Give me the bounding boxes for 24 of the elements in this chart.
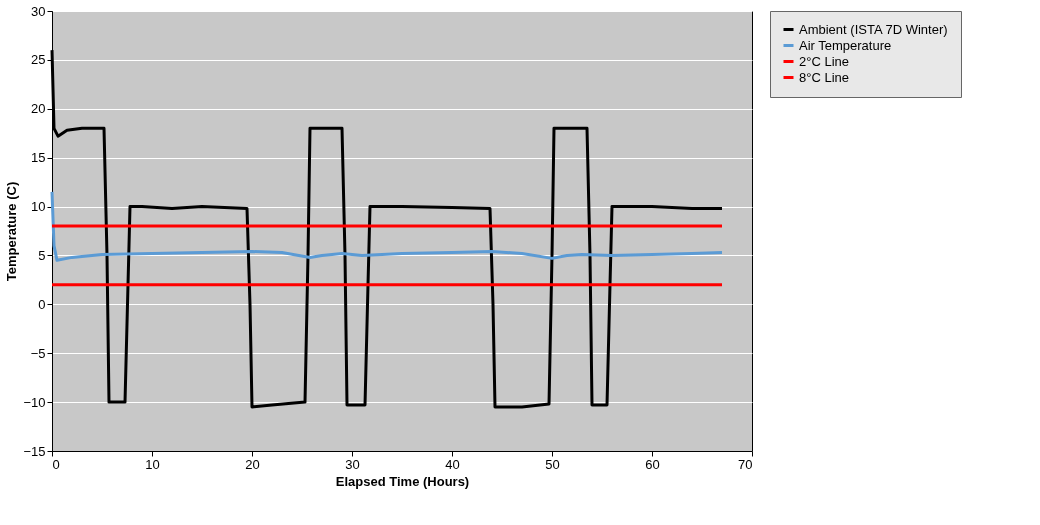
y-tick-label: 30 bbox=[31, 3, 46, 19]
y-axis-title: Temperature (C) bbox=[4, 181, 20, 282]
x-tick-label: 30 bbox=[345, 456, 360, 472]
y-tick-label: 25 bbox=[31, 52, 46, 68]
legend-label: 8°C Line bbox=[799, 69, 850, 85]
x-tick-label: 70 bbox=[738, 456, 753, 472]
legend-label: Ambient (ISTA 7D Winter) bbox=[799, 21, 948, 37]
x-tick-label: 60 bbox=[645, 456, 660, 472]
y-tick-label: −5 bbox=[30, 345, 46, 361]
y-tick-label: 20 bbox=[31, 101, 46, 117]
y-tick-label: 15 bbox=[31, 150, 46, 166]
y-tick-label: 5 bbox=[38, 247, 46, 263]
x-tick-label: 0 bbox=[52, 456, 60, 472]
x-tick-label: 20 bbox=[245, 456, 260, 472]
legend-label: 2°C Line bbox=[799, 53, 850, 69]
y-tick-label: −10 bbox=[23, 394, 46, 410]
x-tick-label: 50 bbox=[545, 456, 560, 472]
x-tick-label: 40 bbox=[445, 456, 460, 472]
y-tick-label: 0 bbox=[38, 296, 46, 312]
y-tick-label: −15 bbox=[23, 443, 46, 459]
y-tick-label: 10 bbox=[31, 199, 46, 215]
x-tick-label: 10 bbox=[145, 456, 160, 472]
legend-label: Air Temperature bbox=[799, 37, 892, 53]
x-axis-title: Elapsed Time (Hours) bbox=[335, 473, 470, 489]
